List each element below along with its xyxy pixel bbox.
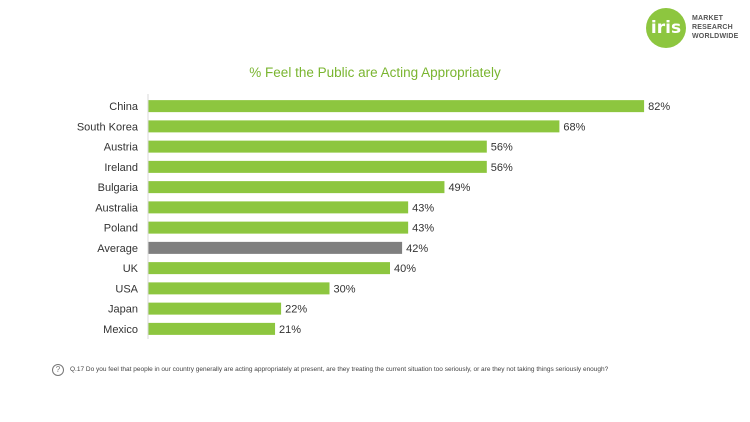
bar-uk — [148, 262, 390, 275]
value-label: 21% — [279, 324, 301, 336]
category-label: USA — [115, 283, 138, 295]
category-label: Austria — [104, 142, 139, 154]
value-label: 40% — [394, 263, 416, 275]
category-label: Australia — [95, 202, 139, 214]
logo-line-3: WORLDWIDE — [692, 33, 739, 40]
category-label: Mexico — [103, 324, 138, 336]
value-label: 22% — [285, 304, 307, 316]
question-circle-icon: ? — [52, 364, 64, 376]
bar-austria — [148, 140, 487, 153]
bar-usa — [148, 282, 330, 295]
chart-title: % Feel the Public are Acting Appropriate… — [249, 65, 501, 80]
bar-china — [148, 100, 645, 113]
value-label: 56% — [491, 162, 513, 174]
category-label: Ireland — [104, 162, 138, 174]
bar-mexico — [148, 322, 276, 335]
category-label: South Korea — [77, 121, 139, 133]
value-label: 42% — [406, 243, 428, 255]
logo-text: MARKET RESEARCH WORLDWIDE — [692, 14, 739, 41]
category-label: Poland — [104, 223, 138, 235]
category-label: UK — [123, 263, 139, 275]
bar-australia — [148, 201, 409, 214]
value-label: 30% — [334, 283, 356, 295]
bar-japan — [148, 302, 282, 315]
category-label: Japan — [108, 304, 138, 316]
value-label: 56% — [491, 142, 513, 154]
logo-line-1: MARKET — [692, 15, 724, 22]
value-label: 43% — [412, 202, 434, 214]
logo-line-2: RESEARCH — [692, 24, 733, 31]
category-label: China — [109, 101, 139, 113]
category-label: Bulgaria — [98, 182, 139, 194]
bar-south-korea — [148, 120, 560, 133]
bar-bulgaria — [148, 181, 445, 194]
value-label: 68% — [563, 121, 585, 133]
value-label: 82% — [648, 101, 670, 113]
company-logo: iris MARKET RESEARCH WORLDWIDE — [646, 8, 746, 48]
value-label: 49% — [448, 182, 470, 194]
bar-average — [148, 241, 403, 254]
category-label: Average — [97, 243, 138, 255]
bar-ireland — [148, 160, 487, 173]
footnote-text: Q.17 Do you feel that people in our coun… — [70, 366, 609, 373]
bar-poland — [148, 221, 409, 234]
value-label: 43% — [412, 223, 434, 235]
iris-logo-mark: iris — [646, 8, 686, 48]
bar-chart: China 82% South Korea 68% Austria 56% Ireland 5… — [77, 94, 670, 339]
